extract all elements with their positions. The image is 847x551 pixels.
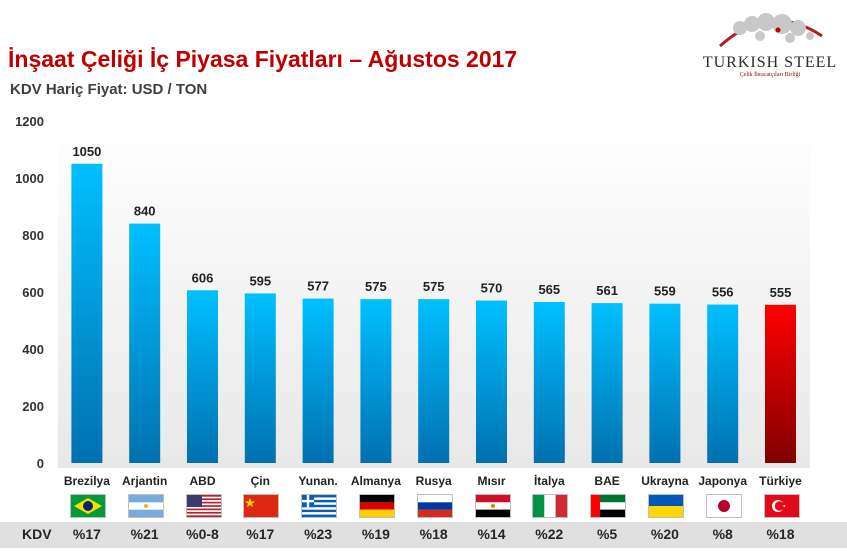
ukraine-flag-icon bbox=[647, 494, 684, 518]
x-tick-label: Almanya bbox=[351, 474, 401, 488]
japan-flag-icon bbox=[705, 494, 742, 518]
bar bbox=[765, 304, 796, 463]
data-label: 575 bbox=[365, 279, 387, 294]
logo-name: TURKISH STEEL bbox=[702, 54, 838, 71]
y-tick-label: 1200 bbox=[15, 114, 44, 129]
x-tick-label: Rusya bbox=[416, 474, 452, 488]
data-label: 1050 bbox=[72, 144, 101, 159]
bar bbox=[129, 223, 161, 463]
bar bbox=[649, 303, 681, 463]
russia-flag-icon bbox=[416, 494, 453, 518]
y-tick-label: 0 bbox=[37, 456, 44, 471]
bar bbox=[533, 301, 565, 463]
bar bbox=[302, 298, 334, 463]
x-tick-label: Ukrayna bbox=[641, 474, 689, 488]
bar bbox=[187, 290, 218, 463]
logo-tagline: Çelik İhracatçıları Birliği bbox=[739, 72, 801, 78]
kdv-label: KDV bbox=[22, 526, 52, 542]
x-tick-label: Türkiye bbox=[759, 474, 802, 488]
bar bbox=[707, 304, 739, 463]
china-flag-icon bbox=[243, 494, 280, 518]
y-tick-label: 800 bbox=[22, 228, 44, 243]
bar bbox=[476, 300, 507, 463]
data-label: 595 bbox=[249, 273, 271, 288]
egypt-flag-icon bbox=[474, 494, 511, 518]
data-label: 559 bbox=[654, 284, 676, 299]
kdv-value: %23 bbox=[304, 526, 333, 542]
x-tick-label: Japonya bbox=[698, 474, 747, 488]
bar bbox=[71, 163, 103, 463]
bar bbox=[244, 293, 276, 463]
y-tick-label: 400 bbox=[22, 342, 44, 357]
usa-flag-icon bbox=[185, 494, 222, 518]
argentina-flag-icon bbox=[127, 494, 164, 518]
kdv-value: %18 bbox=[766, 526, 795, 542]
data-label: 565 bbox=[538, 282, 560, 297]
kdv-value: %17 bbox=[246, 526, 275, 542]
page-subtitle: KDV Hariç Fiyat: USD / TON bbox=[10, 81, 208, 98]
italy-flag-icon bbox=[532, 494, 569, 518]
x-tick-label: İtalya bbox=[534, 473, 565, 488]
x-tick-label: Arjantin bbox=[122, 474, 167, 488]
world-map-icon bbox=[718, 13, 823, 48]
x-tick-label: Çin bbox=[251, 474, 270, 488]
x-tick-label: Yunan. bbox=[298, 474, 337, 488]
data-label: 555 bbox=[770, 285, 792, 300]
turkish-steel-logo: TURKISH STEEL Çelik İhracatçıları Birliğ… bbox=[700, 6, 840, 78]
data-label: 556 bbox=[712, 285, 734, 300]
greece-flag-icon bbox=[301, 494, 338, 518]
y-tick-label: 600 bbox=[22, 285, 44, 300]
kdv-value: %18 bbox=[419, 526, 448, 542]
data-label: 570 bbox=[481, 281, 503, 296]
data-label: 575 bbox=[423, 279, 445, 294]
x-tick-label: Brezilya bbox=[64, 474, 110, 488]
y-tick-label: 200 bbox=[22, 399, 44, 414]
y-tick-label: 1000 bbox=[15, 171, 44, 186]
kdv-band bbox=[0, 522, 847, 548]
kdv-value: %22 bbox=[535, 526, 564, 542]
germany-flag-icon bbox=[358, 494, 395, 518]
page-title: İnşaat Çeliği İç Piyasa Fiyatları – Ağus… bbox=[8, 46, 518, 72]
x-tick-label: BAE bbox=[594, 474, 619, 488]
turkey-flag-icon bbox=[763, 494, 800, 518]
kdv-value: %5 bbox=[596, 526, 618, 542]
kdv-value: %17 bbox=[72, 526, 101, 542]
data-label: 577 bbox=[307, 279, 329, 294]
x-tick-label: ABD bbox=[190, 474, 216, 488]
kdv-value: %8 bbox=[712, 526, 733, 542]
kdv-value: %14 bbox=[477, 526, 506, 542]
bar bbox=[591, 303, 623, 463]
data-label: 561 bbox=[596, 283, 618, 298]
kdv-value: %21 bbox=[130, 526, 159, 542]
brazil-flag-icon bbox=[69, 494, 106, 518]
kdv-value: %0-8 bbox=[186, 526, 219, 542]
uae-flag-icon bbox=[590, 494, 627, 518]
bar bbox=[418, 299, 450, 463]
x-tick-label: Mısır bbox=[477, 474, 505, 488]
data-label: 606 bbox=[192, 270, 214, 285]
bar bbox=[360, 299, 392, 463]
kdv-value: %19 bbox=[361, 526, 390, 542]
kdv-value: %20 bbox=[650, 526, 679, 542]
data-label: 840 bbox=[134, 204, 156, 219]
